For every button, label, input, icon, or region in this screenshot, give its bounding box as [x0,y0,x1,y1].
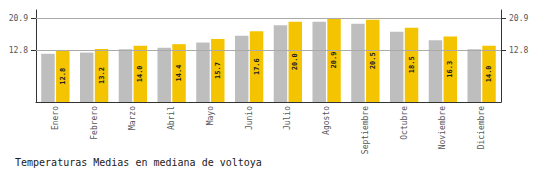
svg-text:20.9: 20.9 [9,14,28,23]
svg-text:Junio: Junio [245,106,254,130]
svg-text:Agosto: Agosto [322,106,331,135]
svg-text:12.8: 12.8 [509,46,528,55]
svg-text:13.2: 13.2 [98,67,106,84]
svg-text:14.0: 14.0 [136,65,144,82]
svg-text:12.8: 12.8 [9,46,28,55]
svg-text:20.9: 20.9 [509,14,528,23]
svg-text:17.6: 17.6 [253,58,261,75]
svg-text:Temperaturas Medias en mediana: Temperaturas Medias en mediana de voltoy… [15,157,262,168]
svg-text:Septiembre: Septiembre [361,106,370,154]
svg-text:Febrero: Febrero [90,106,99,140]
svg-text:Abril: Abril [167,106,176,130]
svg-text:14.0: 14.0 [485,65,493,82]
svg-text:Octubre: Octubre [400,106,409,140]
svg-text:Noviembre: Noviembre [438,106,447,150]
svg-text:16.3: 16.3 [446,61,454,78]
svg-text:14.4: 14.4 [175,65,183,82]
svg-text:Diciembre: Diciembre [477,106,486,150]
svg-text:Julio: Julio [283,106,292,130]
svg-text:20.5: 20.5 [369,52,377,69]
svg-text:15.7: 15.7 [214,62,222,79]
svg-text:18.5: 18.5 [408,56,416,73]
svg-text:20.0: 20.0 [291,53,299,70]
svg-text:20.9: 20.9 [330,52,338,69]
svg-text:Enero: Enero [51,106,60,130]
svg-text:Marzo: Marzo [128,106,137,130]
svg-text:12.8: 12.8 [59,68,67,85]
svg-text:Mayo: Mayo [206,106,215,125]
